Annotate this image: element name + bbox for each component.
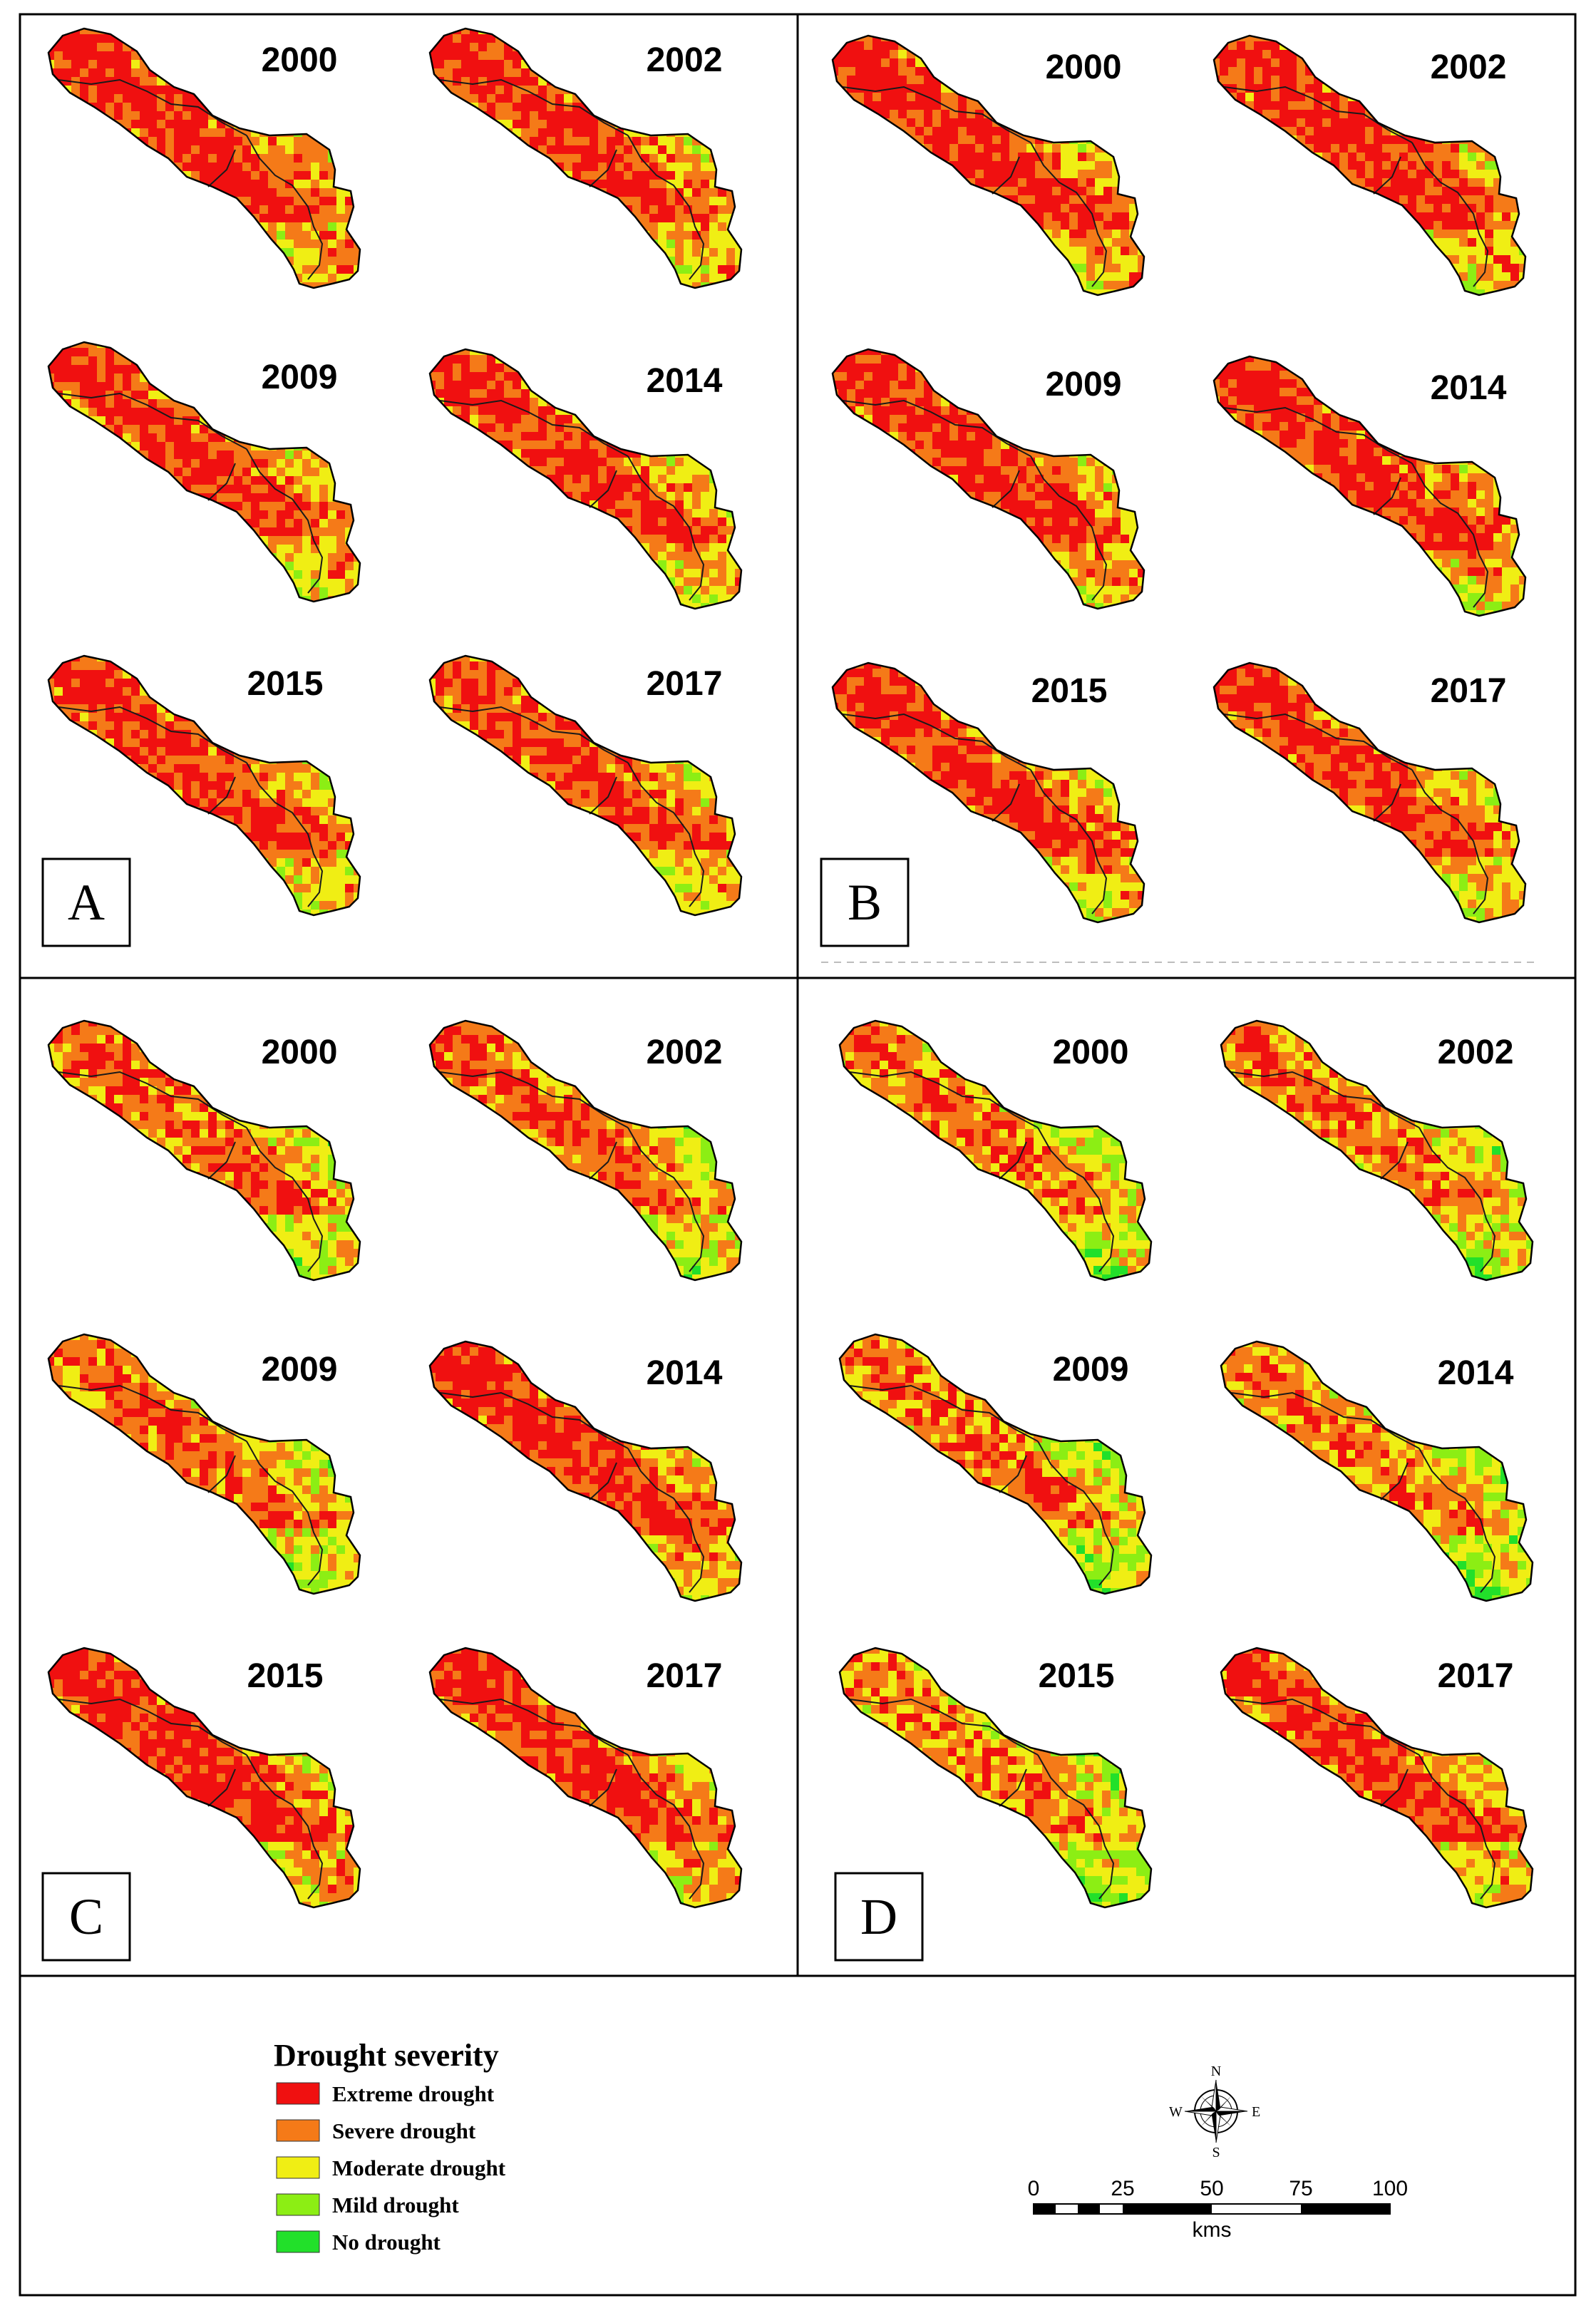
year-label-c-2015: 2015 — [247, 1657, 324, 1695]
year-label-c-2009: 2009 — [262, 1351, 338, 1389]
year-label-a-2017: 2017 — [647, 665, 723, 703]
panel-letter-b-box: B — [820, 857, 910, 947]
compass-rose-icon: N S E W — [1169, 2064, 1260, 2160]
year-label-a-2015: 2015 — [247, 665, 324, 703]
legend-item-severe: Severe drought — [276, 2118, 476, 2143]
legend: Drought severity Extreme drought Severe … — [274, 2038, 506, 2255]
year-label-a-2002: 2002 — [647, 41, 723, 79]
legend-item-moderate: Moderate drought — [276, 2155, 506, 2180]
scale-bar: 0 25 50 75 100 kms — [1028, 2177, 1408, 2242]
panel-letter-c: C — [69, 1888, 103, 1945]
panel-d: 2000 2002 2009 2014 2015 2017 — [838, 1019, 1534, 1909]
year-label-d-2002: 2002 — [1438, 1034, 1514, 1071]
legend-label-mild: Mild drought — [332, 2193, 459, 2217]
panel-letter-b: B — [848, 874, 882, 931]
year-label-a-2014: 2014 — [647, 362, 723, 400]
scale-tick-100: 100 — [1372, 2177, 1408, 2200]
compass-e: E — [1252, 2104, 1260, 2120]
legend-label-extreme: Extreme drought — [332, 2081, 495, 2106]
year-label-d-2015: 2015 — [1039, 1657, 1115, 1695]
year-label-b-2015: 2015 — [1031, 672, 1108, 710]
compass-n: N — [1211, 2064, 1221, 2079]
year-label-c-2000: 2000 — [262, 1034, 338, 1071]
scale-tick-0: 0 — [1028, 2177, 1040, 2200]
year-label-c-2014: 2014 — [647, 1354, 723, 1392]
year-label-d-2014: 2014 — [1438, 1354, 1514, 1392]
legend-swatch-mild — [276, 2193, 320, 2216]
legend-item-extreme: Extreme drought — [276, 2081, 495, 2106]
year-label-d-2017: 2017 — [1438, 1657, 1514, 1695]
legend-label-severe: Severe drought — [332, 2118, 476, 2143]
panel-letter-c-box: C — [41, 1872, 131, 1962]
year-label-b-2014: 2014 — [1431, 369, 1507, 407]
legend-label-moderate: Moderate drought — [332, 2155, 506, 2180]
scale-tick-75: 75 — [1289, 2177, 1312, 2200]
panel-a: 2000 2002 2009 2014 2015 2017 — [47, 27, 743, 917]
panel-c: 2000 2002 2009 2014 2015 2017 — [47, 1019, 743, 1909]
year-label-c-2002: 2002 — [647, 1034, 723, 1071]
year-label-b-2000: 2000 — [1046, 48, 1122, 86]
panel-letter-a-box: A — [41, 857, 131, 947]
legend-swatch-severe — [276, 2119, 320, 2142]
legend-item-none: No drought — [276, 2230, 441, 2255]
scale-tick-50: 50 — [1200, 2177, 1223, 2200]
panel-b: 2000 2002 2009 2014 2015 2017 — [831, 34, 1527, 924]
legend-item-mild: Mild drought — [276, 2193, 459, 2217]
year-label-a-2000: 2000 — [262, 41, 338, 79]
panel-letter-a: A — [68, 874, 105, 931]
year-label-a-2009: 2009 — [262, 359, 338, 396]
panel-letter-d: D — [860, 1888, 897, 1945]
scale-tick-25: 25 — [1111, 2177, 1134, 2200]
year-label-d-2009: 2009 — [1053, 1351, 1129, 1389]
year-label-d-2000: 2000 — [1053, 1034, 1129, 1071]
legend-title: Drought severity — [274, 2038, 499, 2073]
scale-unit: kms — [1193, 2218, 1232, 2242]
legend-swatch-moderate — [276, 2156, 320, 2179]
compass-s: S — [1212, 2145, 1220, 2160]
year-label-c-2017: 2017 — [647, 1657, 723, 1695]
year-label-b-2017: 2017 — [1431, 672, 1507, 710]
panel-frames — [19, 13, 1577, 2297]
year-label-b-2002: 2002 — [1431, 48, 1507, 86]
panel-letter-d-box: D — [834, 1872, 924, 1962]
year-label-b-2009: 2009 — [1046, 366, 1122, 403]
legend-swatch-extreme — [276, 2082, 320, 2105]
legend-label-none: No drought — [332, 2230, 441, 2255]
legend-swatch-none — [276, 2230, 320, 2253]
compass-w: W — [1169, 2104, 1183, 2120]
